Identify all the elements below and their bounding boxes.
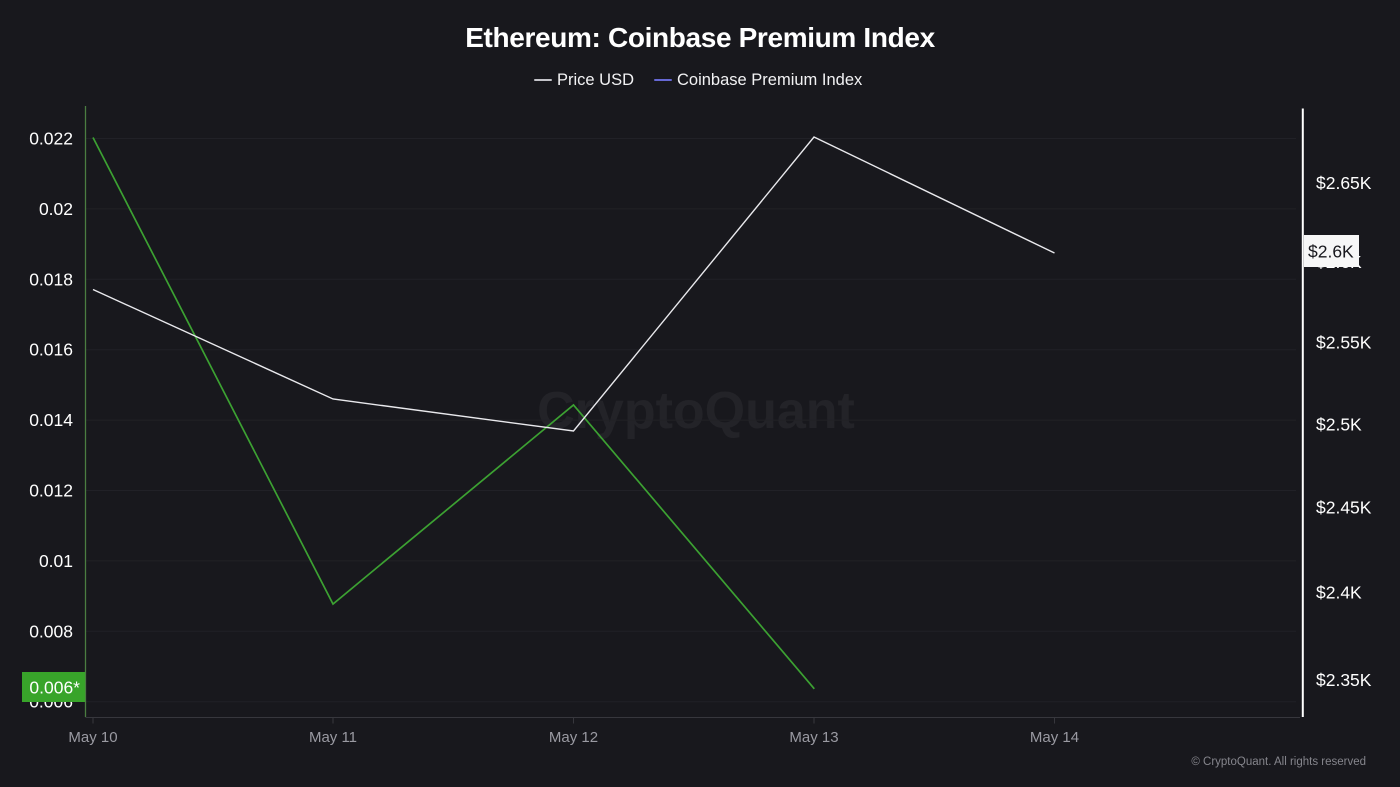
svg-text:May 14: May 14 bbox=[1030, 729, 1079, 746]
svg-text:0.022: 0.022 bbox=[29, 129, 73, 149]
svg-text:0.008: 0.008 bbox=[29, 621, 73, 641]
svg-text:0.006*: 0.006* bbox=[29, 678, 80, 698]
svg-text:0.014: 0.014 bbox=[29, 410, 73, 430]
svg-text:May 11: May 11 bbox=[309, 729, 357, 746]
svg-text:May 13: May 13 bbox=[789, 729, 838, 746]
svg-text:0.02: 0.02 bbox=[39, 199, 73, 219]
svg-text:0.018: 0.018 bbox=[29, 269, 73, 289]
svg-text:$2.5K: $2.5K bbox=[1316, 415, 1362, 435]
svg-text:$2.45K: $2.45K bbox=[1316, 498, 1372, 518]
svg-text:0.016: 0.016 bbox=[29, 340, 73, 360]
svg-text:$2.35K: $2.35K bbox=[1316, 670, 1372, 690]
svg-text:$2.55K: $2.55K bbox=[1316, 333, 1372, 353]
svg-text:0.01: 0.01 bbox=[39, 551, 73, 571]
svg-text:$2.65K: $2.65K bbox=[1316, 173, 1372, 193]
svg-text:May 12: May 12 bbox=[549, 729, 598, 746]
svg-text:May 10: May 10 bbox=[68, 729, 117, 746]
svg-text:$2.6K: $2.6K bbox=[1308, 242, 1354, 262]
svg-text:0.012: 0.012 bbox=[29, 481, 73, 501]
svg-text:$2.4K: $2.4K bbox=[1316, 583, 1362, 603]
